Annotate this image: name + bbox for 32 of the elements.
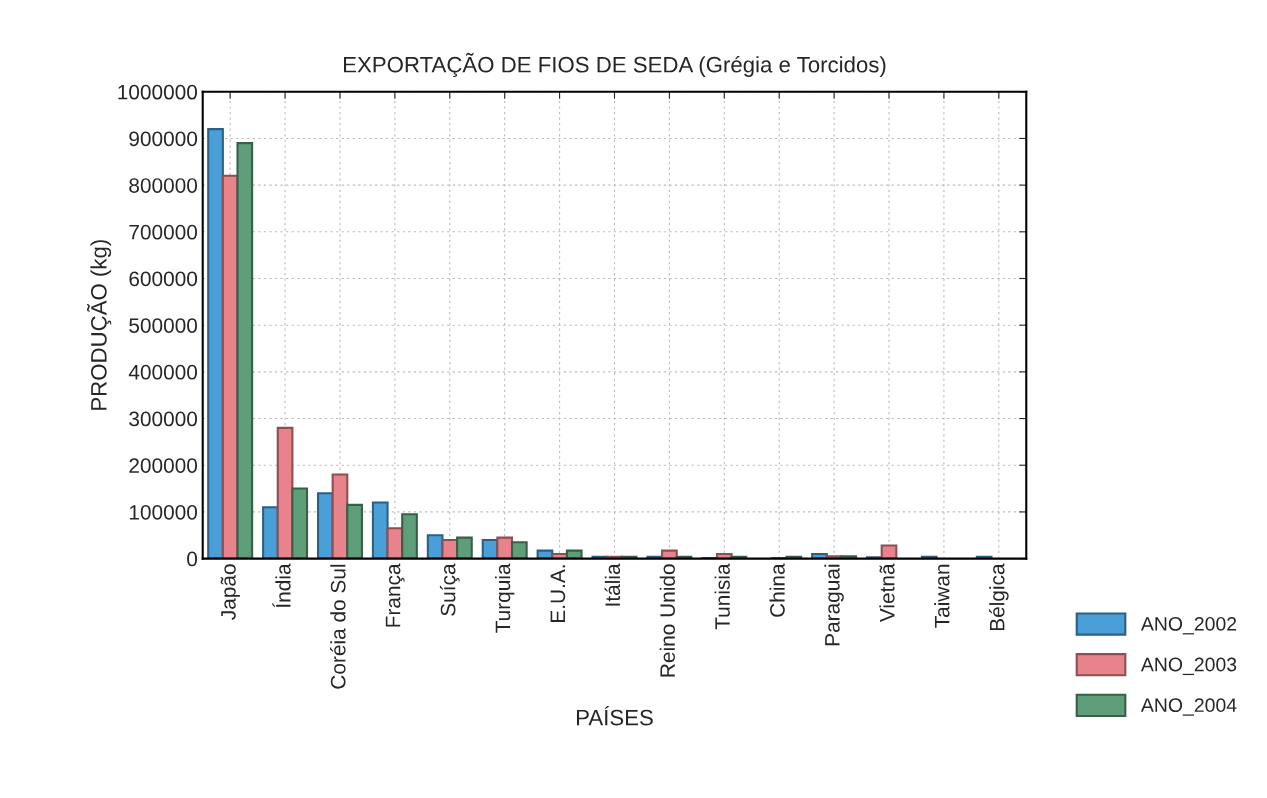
x-axis-title: PAÍSES <box>576 705 653 726</box>
y-tick-label: 1000000 <box>118 84 198 100</box>
y-axis-title: PRODUÇÃO (kg) <box>86 240 112 410</box>
y-tick-label: 900000 <box>129 131 198 147</box>
y-tick-label: 200000 <box>129 458 198 473</box>
x-tick-label: Turquia <box>494 563 515 633</box>
x-tick-label: Paraguai <box>824 564 844 646</box>
x-tick-label: Japão <box>220 564 240 620</box>
x-tick-label: França <box>385 563 405 627</box>
x-tick-label: Tunisia <box>714 563 730 630</box>
x-tick-label: Itália <box>604 563 621 606</box>
x-tick-label: E.U.A. <box>550 565 566 622</box>
x-tick-label: Índia <box>272 563 291 608</box>
legend-label: ANO_2002 <box>1140 616 1237 635</box>
y-tick-label: 400000 <box>128 364 198 380</box>
y-tick-label: 800000 <box>129 178 198 193</box>
x-tick-label: Coréia do Sul <box>330 564 346 689</box>
y-tick-label: 600000 <box>129 271 198 287</box>
y-tick-label: 700000 <box>129 224 198 240</box>
x-tick-label: Suíça <box>439 563 460 616</box>
y-tick-label: 0 <box>187 551 198 567</box>
y-tick-label: 500000 <box>129 318 198 333</box>
y-tick-label: 300000 <box>129 411 198 427</box>
legend-label: ANO_2003 <box>1140 657 1237 676</box>
x-tick-label: Vietnã <box>879 563 895 623</box>
x-tick-label: China <box>769 563 785 617</box>
x-tick-label: Bélgica <box>988 563 1009 631</box>
x-tick-label: Taiwan <box>934 564 950 628</box>
x-tick-label: Reino Unido <box>659 564 675 677</box>
y-tick-label: 100000 <box>129 504 198 520</box>
chart-title: EXPORTAÇÃO DE FIOS DE SEDA (Grégia e Torcidos) <box>344 52 886 78</box>
legend-label: ANO_2004 <box>1140 698 1237 716</box>
